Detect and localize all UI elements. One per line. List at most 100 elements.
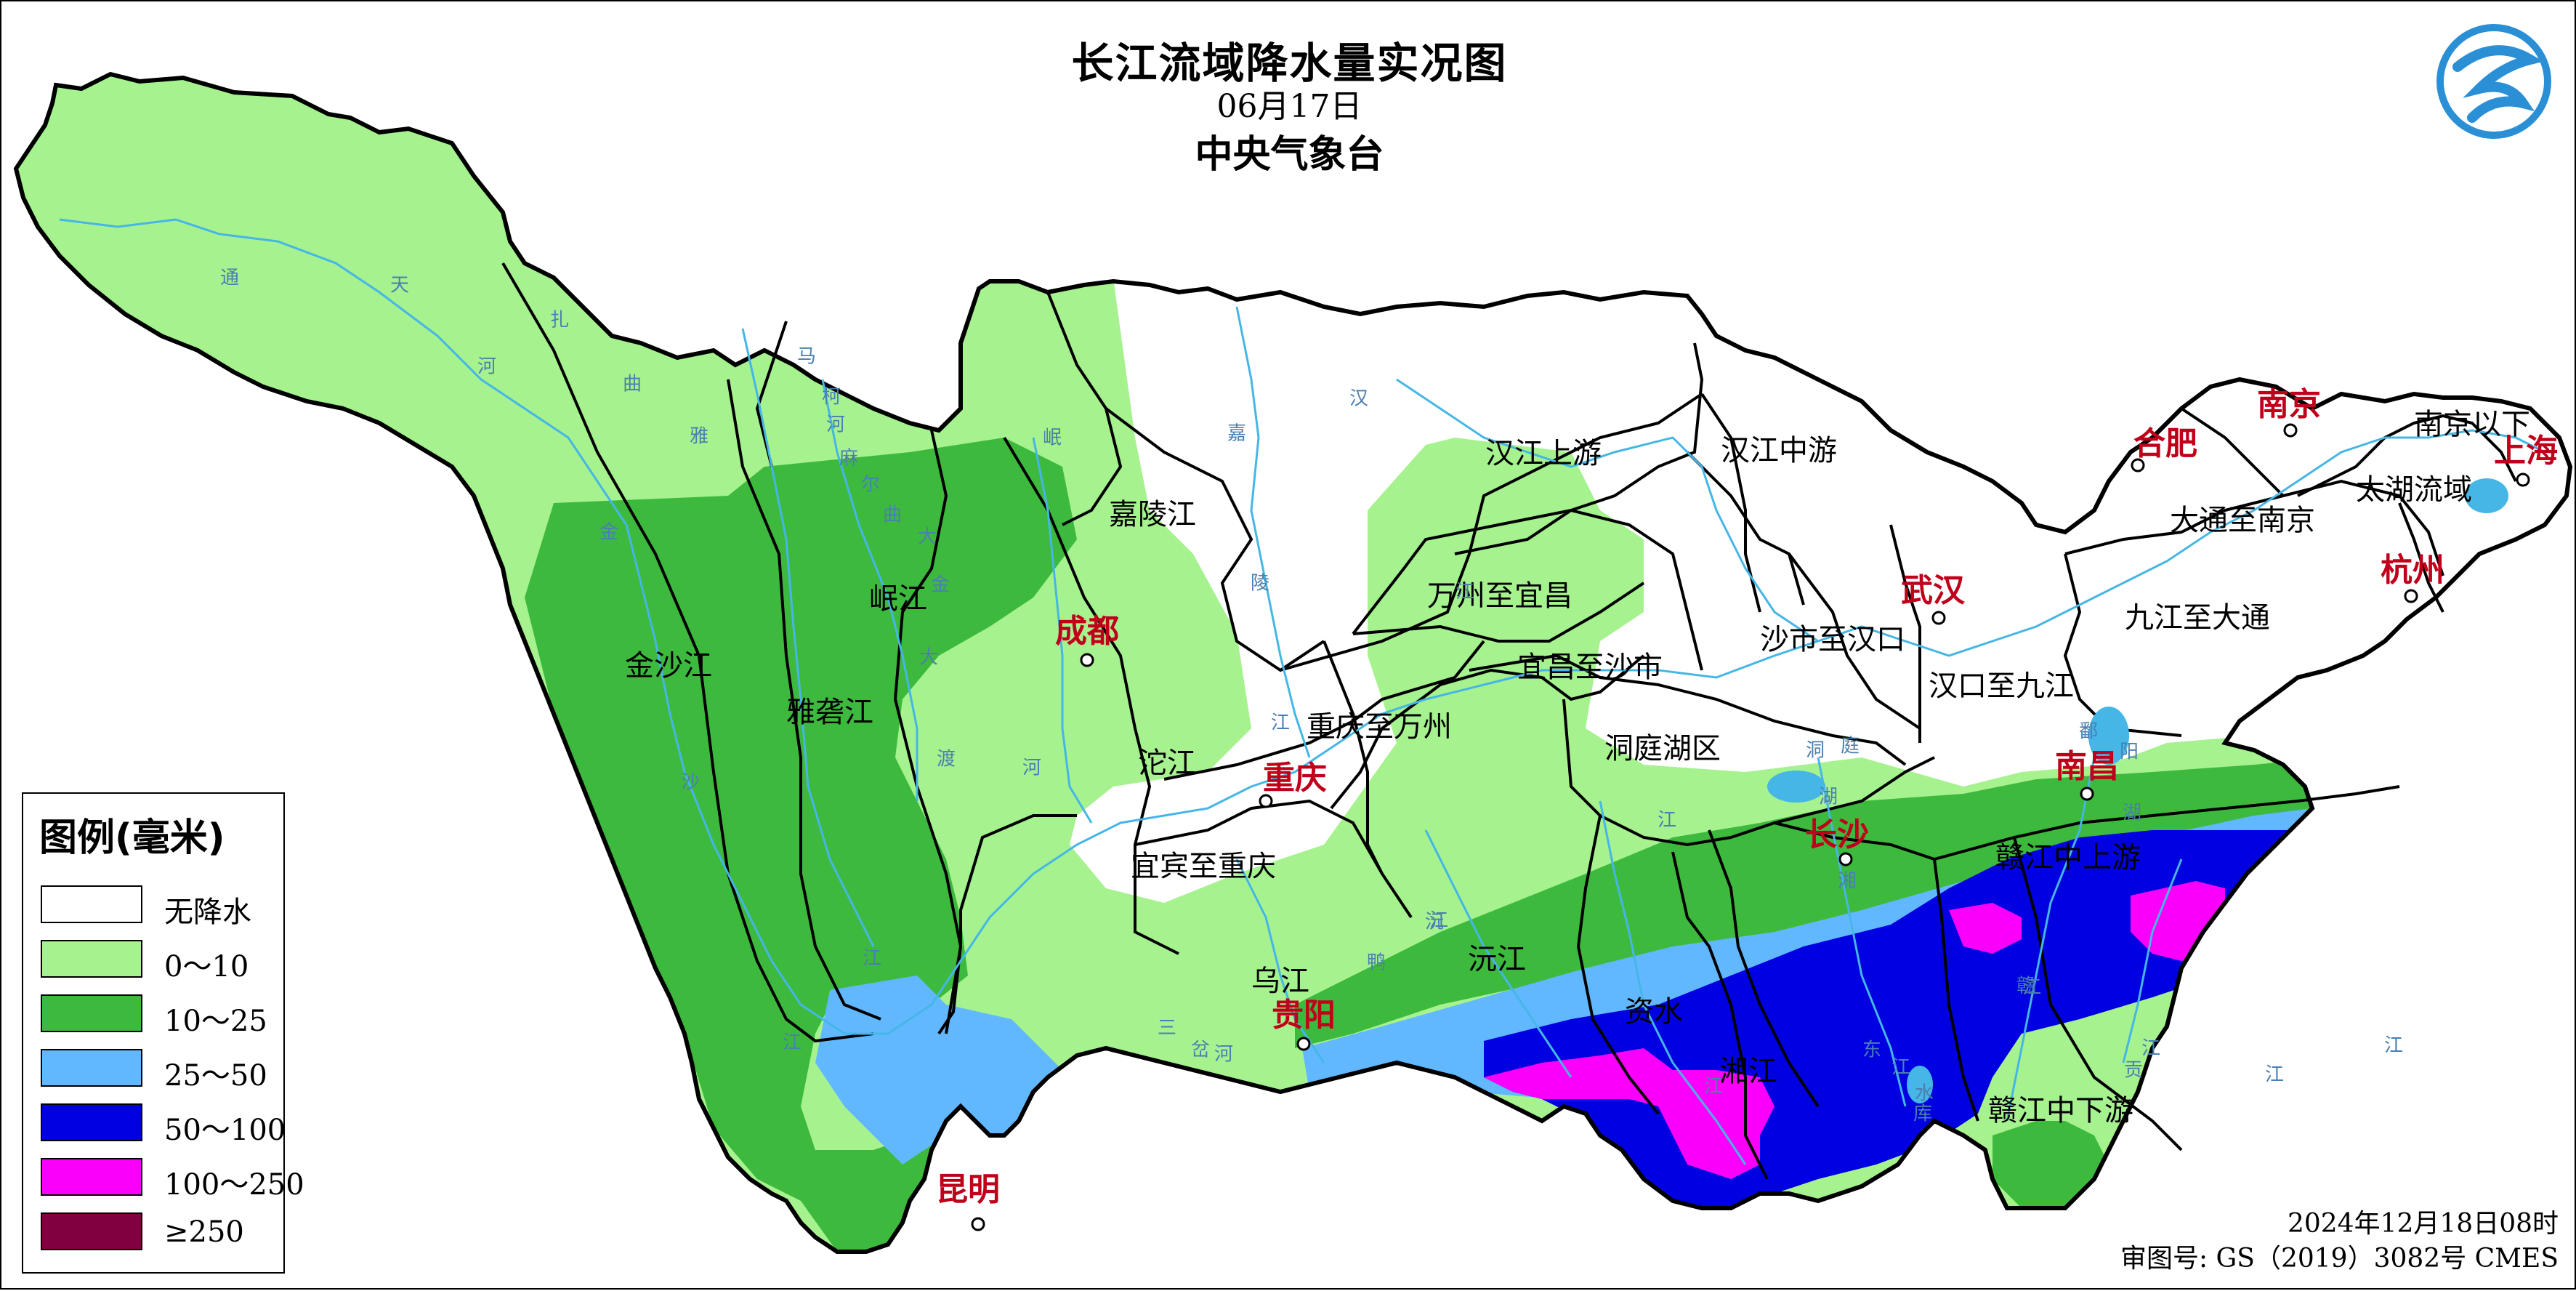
river-label: 库 (1913, 1103, 1933, 1125)
river-label: 三 (1157, 1017, 1177, 1039)
region-label: 赣江中上游 (1995, 841, 2141, 874)
region-label: 岷江 (869, 582, 927, 616)
region-label: 资水 (1625, 995, 1683, 1029)
region-label: 雅砻江 (786, 696, 873, 729)
river-label: 江 (2022, 976, 2042, 999)
river-label: 东 (1862, 1039, 1882, 1061)
river-label: 江 (1657, 809, 1677, 832)
city-label: 南昌 (2055, 748, 2119, 785)
region-label: 宜昌至沙市 (1517, 651, 1663, 684)
rivers (59, 218, 2545, 1165)
river-label: 柯 (821, 386, 841, 409)
river-label: 江 (1429, 909, 1449, 932)
river-label: 陵 (1250, 572, 1270, 595)
region-label: 汉口至九江 (1929, 669, 2074, 703)
region-label: 沅江 (1468, 943, 1526, 976)
issue-time: 2024年12月18日08时 (2287, 1209, 2559, 1239)
legend-label: ≥250 (164, 1215, 244, 1249)
river-label: 赣 (2016, 975, 2036, 997)
legend-swatch (41, 1103, 142, 1141)
legend-swatch (41, 940, 142, 978)
river-label: 湘 (1837, 870, 1857, 893)
legend-title: 图例(毫米) (39, 816, 225, 860)
region-label: 嘉陵江 (1109, 498, 1196, 531)
city-label: 合肥 (2133, 425, 2197, 462)
region-label: 湘江 (1719, 1055, 1777, 1088)
legend-swatch (41, 1158, 142, 1196)
city-label: 昆明 (936, 1171, 1000, 1208)
river-label: 岷 (1042, 427, 1062, 449)
river-label: 河 (825, 414, 846, 436)
city-label: 贵阳 (1272, 997, 1336, 1034)
legend-item: 100～250 (41, 1158, 304, 1202)
river-label: 沙 (680, 771, 700, 794)
river-label: 阳 (2119, 741, 2139, 763)
legend-swatch (41, 1049, 142, 1087)
river-label: 水 (1914, 1082, 1934, 1105)
region-label: 沙市至汉口 (1760, 623, 1905, 656)
legend: 图例(毫米) 无降水 0～10 10～25 25～50 50～100 100～2… (22, 792, 304, 1274)
legend-item: ≥250 (41, 1212, 273, 1252)
river-label: 麻 (839, 447, 859, 470)
legend-label: 0～10 (164, 950, 249, 984)
river-label: 岔 (1190, 1039, 1211, 1061)
map-date: 06月17日 (1216, 88, 1362, 125)
river-label: 江 (1270, 712, 1291, 734)
river-label: 河 (1022, 757, 1042, 779)
river-label: 嘉 (1227, 422, 1247, 445)
river-label: 通 (219, 267, 240, 289)
river-label: 湖 (1818, 786, 1838, 808)
legend-label: 无降水 (164, 896, 251, 929)
river-label: 鄱 (2078, 720, 2099, 743)
region-label: 宜宾至重庆 (1131, 850, 1276, 883)
river-label: 洞 (1805, 739, 1825, 762)
region-label: 万州至宜昌 (1427, 579, 1572, 613)
river-label: 沅 (1424, 911, 1445, 933)
river-label: 雅 (689, 425, 709, 448)
region-label: 赣江中下游 (1988, 1094, 2133, 1127)
region-label: 乌江 (1251, 965, 1309, 998)
river-label: 江 (2383, 1034, 2404, 1057)
city-label: 杭州 (2381, 552, 2444, 589)
region-label: 洞庭湖区 (1604, 732, 1721, 765)
river-label: 曲 (622, 373, 642, 395)
legend-swatch (41, 994, 142, 1032)
river-label: 江 (2264, 1063, 2285, 1086)
legend-label: 100～250 (164, 1168, 304, 1202)
river-label: 江 (2141, 1037, 2161, 1060)
river-label: 湖 (2122, 802, 2142, 824)
river-label: 庭 (1840, 735, 1860, 757)
river-label: 大 (918, 646, 939, 669)
region-label: 太湖流域 (2356, 473, 2472, 507)
region-label: 金沙江 (625, 649, 712, 683)
legend-label: 10～25 (164, 1005, 267, 1038)
river-label: 河 (477, 355, 497, 378)
basin-outline (13, 71, 2573, 1254)
region-label: 沱江 (1138, 747, 1196, 780)
river-label: 贡 (2123, 1059, 2144, 1082)
region-label: 汉江上游 (1485, 437, 1602, 470)
map-review-number: 审图号: GS（2019）3082号 CMES (2120, 1244, 2559, 1274)
river-label: 金 (599, 521, 619, 544)
river-label: 鸭 (1366, 952, 1386, 974)
city-label: 长沙 (1805, 816, 1869, 853)
region-label: 九江至大通 (2125, 601, 2270, 635)
map-title: 长江流域降水量实况图 (1071, 39, 1508, 88)
legend-item: 10～25 (41, 994, 273, 1038)
legend-item: 0～10 (41, 940, 273, 984)
city-label: 上海 (2494, 433, 2558, 470)
river-label: 江 (1455, 581, 1475, 603)
legend-label: 25～50 (164, 1059, 267, 1093)
river-label: 曲 (882, 504, 903, 526)
map-agency: 中央气象台 (1195, 133, 1384, 177)
city-label: 重庆 (1263, 760, 1327, 797)
river-label: 扎 (549, 309, 570, 331)
river-label: 汉 (1349, 387, 1369, 410)
legend-item: 50～100 (41, 1103, 286, 1147)
legend-item: 无降水 (41, 885, 273, 929)
region-label: 南京以下 (2414, 408, 2530, 441)
river-label: 金 (930, 574, 950, 596)
